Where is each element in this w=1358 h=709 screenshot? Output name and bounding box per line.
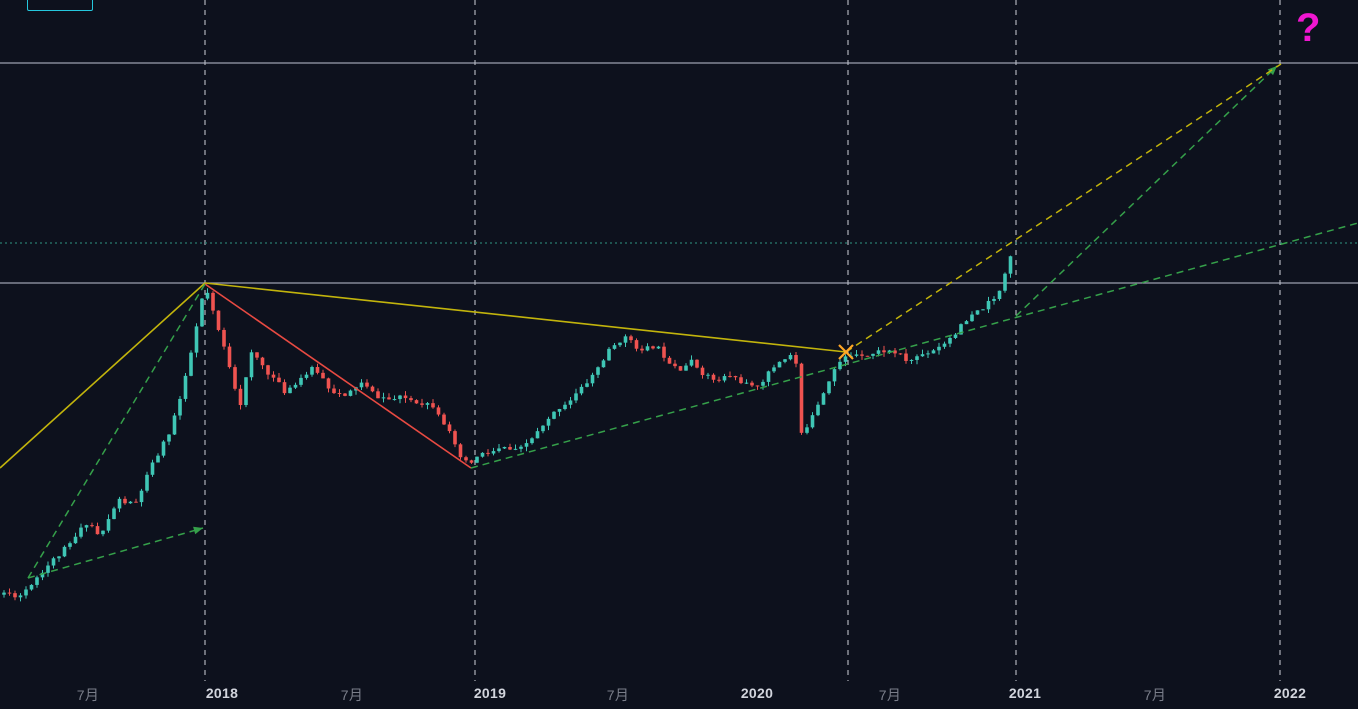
green-dashed-rally-2017 [27,283,206,579]
x-axis-month-label: 7月 [76,687,100,703]
green-dashed-base-arrow [27,527,204,579]
x-axis-month-label: 7月 [606,687,630,703]
candlestick-series [2,255,1013,602]
x-axis-year-label: 2022 [1273,685,1307,701]
red-decline-line-2018 [204,283,472,469]
x-axis-year-label: 2020 [740,685,774,701]
green-dashed-base-arrow-arrowhead [193,526,203,535]
question-mark-annotation: ? [1296,6,1321,50]
x-axis-month-label: 7月 [1143,687,1167,703]
x-cross-marker [838,344,854,360]
x-axis: 7月 2018 7月 2019 7月 2020 7月 2021 7月 2022 [0,683,1358,709]
yellow-trendline-up-2017 [0,282,206,469]
yellow-trendline-resistance [204,282,847,353]
x-axis-year-label: 2021 [1008,685,1042,701]
yellow-dashed-projection-2022 [845,63,1282,353]
x-axis-month-label: 7月 [878,687,902,703]
selection-highlight-fragment [27,0,93,11]
x-axis-month-label: 7月 [340,687,364,703]
x-axis-year-label: 2018 [205,685,239,701]
gridline-layer [0,0,1358,681]
green-dashed-projection-2022 [1015,65,1278,317]
x-axis-year-label: 2019 [473,685,507,701]
drawing-layer [0,63,1358,579]
green-dashed-support [470,222,1358,469]
